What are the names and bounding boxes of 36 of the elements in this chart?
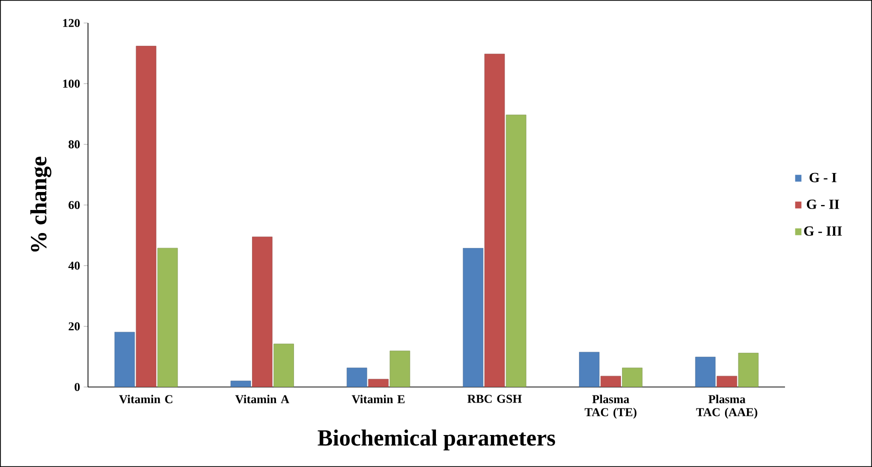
y-tick-label: 100 <box>63 80 80 88</box>
x-axis-title: Biochemical parameters <box>318 430 556 450</box>
bar <box>274 344 294 387</box>
x-tick-label: Vitamin A <box>235 394 290 404</box>
bar <box>622 368 642 387</box>
bar <box>390 350 410 387</box>
bar <box>157 248 178 387</box>
y-axis-title: % change <box>30 156 52 252</box>
bar <box>600 376 621 387</box>
legend-label: G - I <box>810 172 836 182</box>
legend-label: G - III <box>804 226 842 236</box>
bar <box>695 356 716 387</box>
bar <box>114 332 135 387</box>
x-tick-label: RBC GSH <box>467 394 522 403</box>
bar <box>462 248 484 387</box>
y-tick-label: 120 <box>63 18 80 28</box>
bar <box>484 54 505 387</box>
bar <box>368 378 389 387</box>
bar <box>136 46 156 387</box>
bar <box>738 352 759 387</box>
legend-label: G - II <box>806 200 840 210</box>
x-tick-label: Vitamin E <box>352 394 405 404</box>
y-tick-label: 0 <box>74 382 80 392</box>
bar <box>252 236 272 387</box>
y-tick-label: 80 <box>68 140 80 148</box>
x-tick-label: Plasma TAC (AAE) <box>696 394 758 419</box>
x-tick-label: Plasma TAC (TE) <box>584 394 636 419</box>
bar <box>506 114 526 387</box>
x-tick-label: Vitamin C <box>119 394 172 404</box>
bar <box>716 376 738 387</box>
y-tick-label: 40 <box>68 262 80 270</box>
y-tick-label: 20 <box>68 322 80 330</box>
bar <box>230 380 251 387</box>
y-tick-label: 60 <box>68 200 80 210</box>
bar <box>579 352 600 387</box>
bar <box>346 368 368 387</box>
